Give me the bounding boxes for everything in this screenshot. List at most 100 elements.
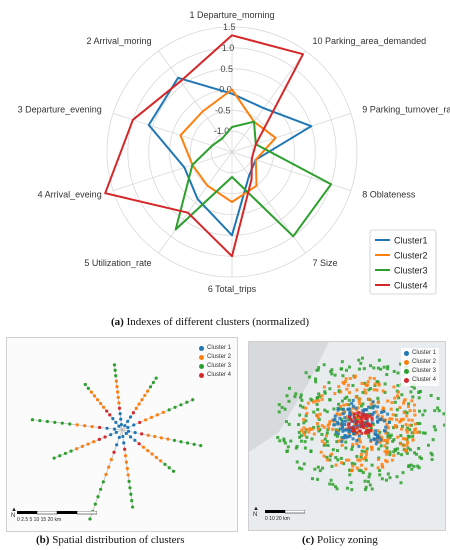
zone-cell: [385, 446, 389, 450]
zone-cell: [335, 449, 339, 453]
radar-spoke: [231, 50, 306, 153]
zone-cell: [350, 447, 354, 451]
station-marker: [155, 413, 159, 417]
zone-cell: [391, 413, 395, 417]
station-marker: [121, 434, 125, 439]
zone-cell: [416, 464, 420, 468]
station-marker: [119, 417, 123, 421]
station-marker: [92, 440, 96, 444]
zone-cell: [413, 413, 417, 417]
radar-axis-labels: 1 Departure_morning 10 Parking_area_deman…: [18, 10, 450, 294]
station-marker: [68, 422, 72, 426]
zone-cell: [410, 418, 414, 422]
zone-cell: [327, 381, 331, 385]
zone-cell: [345, 395, 349, 399]
zone-cell: [419, 389, 423, 393]
zone-cell: [347, 432, 351, 436]
station-marker: [185, 400, 189, 404]
station-marker: [159, 459, 163, 463]
zone-cell: [337, 428, 341, 432]
zone-cell: [327, 426, 331, 430]
zone-cell: [400, 427, 404, 431]
station-marker: [105, 426, 109, 430]
zone-cell: [351, 406, 355, 410]
station-marker: [167, 466, 171, 470]
radar-legend-box: [369, 229, 437, 295]
zone-cell: [316, 427, 320, 431]
station-marker: [109, 458, 113, 462]
zone-cell: [338, 413, 342, 417]
zone-cell: [386, 399, 390, 403]
zone-cell: [436, 406, 440, 410]
zone-cell: [377, 440, 381, 444]
zone-cell: [432, 425, 436, 429]
zone-cell: [349, 426, 353, 430]
station-marker: [30, 418, 35, 422]
zone-cell: [377, 358, 381, 362]
zone-cell: [357, 429, 361, 433]
zone-cell: [366, 383, 370, 387]
zone-cell: [399, 362, 403, 366]
radar-axis-label: 3 Departure_evening: [18, 105, 102, 115]
zone-cell: [401, 437, 405, 441]
zone-cell: [351, 419, 355, 423]
zone-cell: [361, 414, 365, 418]
zone-cell: [329, 454, 333, 458]
station-marker: [114, 374, 118, 378]
zone-cell: [315, 397, 319, 401]
zone-cell: [343, 434, 347, 438]
zone-cell: [377, 436, 381, 440]
zone-cell: [375, 388, 379, 392]
map-b-legend-item: Cluster 3: [198, 362, 231, 371]
zone-cell: [318, 412, 322, 416]
map-b-legend-item: Cluster 2: [198, 353, 231, 362]
station-marker: [97, 437, 101, 441]
station-marker: [114, 430, 118, 434]
zone-cell: [394, 413, 398, 417]
zone-cell: [378, 468, 382, 472]
zone-cell: [364, 456, 368, 460]
zone-cell: [392, 385, 396, 389]
zone-cell: [364, 391, 368, 395]
station-marker: [134, 406, 138, 410]
zone-cell: [342, 462, 346, 466]
zone-cell: [367, 397, 371, 401]
zone-cell: [377, 383, 381, 387]
zone-cell: [324, 434, 328, 438]
zone-cell: [375, 380, 379, 384]
station-marker: [63, 451, 68, 456]
zone-cell: [412, 464, 416, 468]
zone-cell: [330, 368, 334, 372]
zone-cell: [355, 422, 359, 426]
zone-cell: [336, 432, 340, 436]
station-marker: [38, 419, 42, 423]
zone-cell: [341, 436, 345, 440]
caption-c: (c) Policy zoning: [302, 534, 378, 546]
zone-cell: [359, 453, 363, 457]
zone-cell: [332, 423, 336, 427]
zone-cell: [348, 376, 352, 380]
zone-cell: [331, 448, 335, 452]
zone-cell: [335, 434, 339, 438]
zone-cell: [333, 433, 337, 437]
zone-cell: [370, 416, 374, 420]
zone-cell: [312, 432, 316, 436]
zone-cell: [398, 406, 402, 410]
station-marker: [114, 379, 118, 383]
zone-cell: [384, 459, 388, 463]
zone-cell: [353, 412, 357, 416]
zone-cell: [395, 418, 399, 422]
radar-legend: Cluster1 Cluster2 Cluster3 Cluster4: [369, 229, 437, 295]
zone-cell: [388, 450, 392, 454]
zone-cell: [298, 435, 302, 439]
zone-cell: [345, 435, 349, 439]
radar-legend-label: Cluster2: [394, 251, 428, 261]
zone-cell: [317, 392, 321, 396]
zone-cell: [371, 422, 375, 426]
zone-cell: [374, 429, 378, 433]
zone-cell: [380, 477, 384, 481]
zone-cell: [341, 412, 345, 416]
station-marker: [150, 452, 154, 456]
zone-cell: [316, 416, 320, 420]
zone-cell: [336, 420, 340, 424]
